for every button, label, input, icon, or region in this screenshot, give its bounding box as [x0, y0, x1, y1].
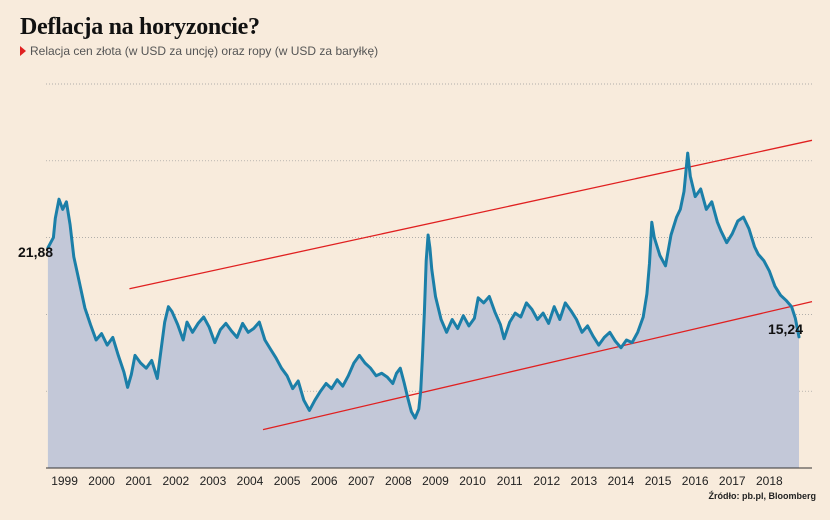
x-tick-label: 1999	[51, 474, 78, 488]
x-tick-label: 2007	[348, 474, 375, 488]
x-tick-label: 2009	[422, 474, 449, 488]
x-tick-label: 2014	[608, 474, 635, 488]
x-tick-label: 2012	[533, 474, 560, 488]
series-line	[46, 151, 801, 420]
x-tick-label: 2006	[311, 474, 338, 488]
x-tick-label: 2002	[162, 474, 189, 488]
red-triangle-icon	[20, 46, 26, 56]
subtitle-text: Relacja cen złota (w USD za uncję) oraz …	[30, 44, 379, 58]
x-tick-label: 2011	[497, 474, 523, 488]
lower-trend-line	[262, 300, 813, 431]
x-tick-label: 2015	[645, 474, 672, 488]
chart-subtitle: Relacja cen złota (w USD za uncję) oraz …	[20, 44, 378, 58]
end-value-label: 15,24	[768, 321, 803, 337]
x-tick-label: 2016	[682, 474, 709, 488]
upper-trend-line	[129, 139, 813, 290]
start-value-label: 21,88	[18, 244, 53, 260]
x-tick-label: 2008	[385, 474, 412, 488]
x-tick-label: 2003	[200, 474, 227, 488]
chart-title: Deflacja na horyzoncie?	[20, 14, 260, 40]
x-tick-label: 2000	[88, 474, 115, 488]
x-tick-label: 2001	[125, 474, 152, 488]
x-tick-label: 2005	[274, 474, 301, 488]
series-area	[47, 153, 799, 468]
x-tick-label: 2010	[459, 474, 486, 488]
x-tick-label: 2017	[719, 474, 746, 488]
x-tick-label: 2004	[237, 474, 264, 488]
source-note: Źródło: pb.pl, Bloomberg	[708, 491, 817, 501]
x-tick-label: 2018	[756, 474, 783, 488]
x-tick-label: 2013	[571, 474, 598, 488]
